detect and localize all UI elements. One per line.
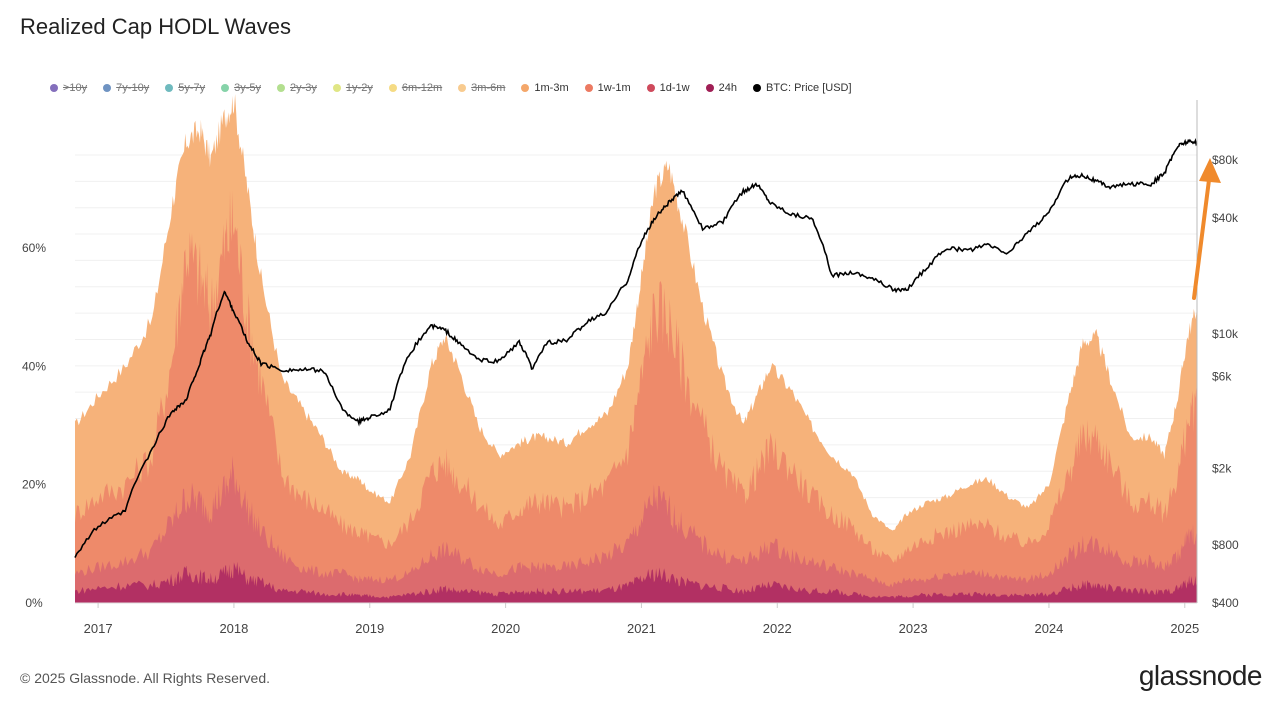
legend-dot-icon (50, 84, 58, 92)
legend-item-1w-1m[interactable]: 1w-1m (584, 82, 631, 94)
y-right-tick-label: $400 (1212, 596, 1239, 610)
glassnode-logo: glassnode (1138, 660, 1263, 691)
y-right-tick-label: $6k (1212, 370, 1232, 384)
area-band-24h (75, 561, 1197, 603)
x-tick-label: 2018 (219, 621, 248, 636)
legend-item-7y-10y[interactable]: 7y-10y (103, 82, 149, 94)
legend-label: >10y (63, 82, 88, 94)
legend: >10y 7y-10y 5y-7y 3y-5y 2y-3y 1y-2y 6m-1… (50, 82, 868, 94)
y-right-tick-label: $40k (1212, 211, 1239, 225)
legend-label: 1m-3m (534, 82, 569, 94)
legend-label: 2y-3y (290, 82, 317, 94)
y-left-tick-label: 0% (25, 596, 43, 610)
legend-dot-icon (646, 84, 655, 92)
legend-label: BTC: Price [USD] (765, 82, 852, 94)
x-tick-label: 2019 (355, 621, 384, 636)
legend-dot-icon (388, 84, 397, 92)
x-tick-label: 2024 (1034, 621, 1063, 636)
area-band-1m-3m (75, 94, 1197, 603)
legend-item-24h[interactable]: 24h (705, 82, 737, 94)
legend-item-3y-5y[interactable]: 3y-5y (221, 82, 261, 94)
legend-dot-icon (521, 84, 530, 92)
legend-dot-icon (103, 84, 112, 92)
legend-label: 1y-2y (345, 82, 373, 94)
legend-item-1y-2y[interactable]: 1y-2y (332, 82, 373, 94)
y-right-tick-label: $10k (1212, 327, 1239, 341)
legend-label: 6m-12m (401, 82, 443, 94)
annotation-arrow-icon (1199, 158, 1221, 183)
legend-dot-icon (752, 84, 761, 92)
legend-label: 7y-10y (116, 82, 150, 94)
legend-item-1d-1w[interactable]: 1d-1w (646, 82, 690, 94)
legend-label: 5y-7y (178, 82, 206, 94)
x-tick-label: 2025 (1170, 621, 1199, 636)
y-left-tick-label: 40% (22, 359, 46, 373)
legend-dot-icon (332, 84, 341, 92)
legend-dot-icon (221, 84, 230, 92)
legend-item-2y-3y[interactable]: 2y-3y (277, 82, 317, 94)
legend-label: 3y-5y (234, 82, 262, 94)
chart-title: Realized Cap HODL Waves (20, 14, 292, 39)
x-tick-label: 2020 (491, 621, 520, 636)
y-right-tick-label: $800 (1212, 538, 1239, 552)
legend-label: 1d-1w (659, 82, 690, 94)
area-band-1d-1w (75, 455, 1197, 603)
legend-dot-icon (705, 84, 714, 92)
legend-dot-icon (584, 84, 593, 92)
legend-dot-icon (165, 84, 174, 92)
legend-item-1m-3m[interactable]: 1m-3m (521, 82, 569, 94)
legend-item-6m-12m[interactable]: 6m-12m (388, 82, 443, 94)
legend-label: 3m-6m (471, 82, 506, 94)
annotation-arrow-shaft (1192, 178, 1211, 300)
y-right-tick-label: $2k (1212, 461, 1232, 475)
x-tick-label: 2021 (627, 621, 656, 636)
legend-item-5y-7y[interactable]: 5y-7y (165, 82, 205, 94)
legend-dot-icon (277, 84, 286, 92)
legend-item-btc-price[interactable]: BTC: Price [USD] (752, 82, 852, 94)
x-tick-label: 2023 (899, 621, 928, 636)
legend-label: 24h (718, 82, 737, 94)
y-left-tick-label: 60% (22, 241, 46, 255)
x-tick-label: 2017 (84, 621, 113, 636)
legend-label: 1w-1m (597, 82, 631, 94)
copyright-text: © 2025 Glassnode. All Rights Reserved. (20, 670, 271, 686)
y-left-tick-label: 20% (22, 478, 46, 492)
legend-item-3m-6m[interactable]: 3m-6m (458, 82, 505, 94)
btc-price-line (74, 138, 1198, 558)
legend-item-10y-plus[interactable]: >10y (50, 82, 87, 94)
y-right-tick-label: $80k (1212, 153, 1239, 167)
legend-dot-icon (458, 84, 467, 92)
x-tick-label: 2022 (763, 621, 792, 636)
